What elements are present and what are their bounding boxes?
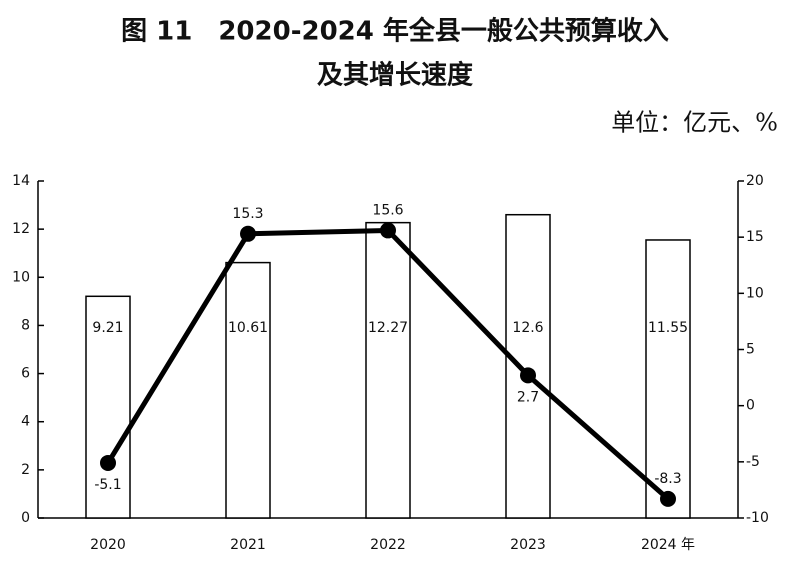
y-tick-label: 2	[21, 462, 30, 478]
y-tick-label: 0	[21, 510, 30, 526]
unit-label: 单位：亿元、%	[611, 109, 778, 137]
line-point	[240, 225, 256, 242]
line-point	[520, 367, 536, 384]
y-tick-label: 12	[12, 221, 30, 237]
y2-tick-label: -5	[746, 454, 760, 470]
line-value-label: 15.6	[372, 202, 403, 218]
bar	[505, 213, 551, 519]
y2-tick-label: 5	[746, 342, 755, 358]
line-point	[100, 454, 116, 471]
bar-value-label: 12.6	[512, 320, 543, 336]
bar-value-label: 12.27	[368, 320, 408, 336]
line-value-label: -5.1	[94, 477, 121, 493]
bar	[645, 239, 691, 519]
bar-value-label: 9.21	[92, 320, 123, 336]
x-tick-label: 2021	[230, 537, 266, 553]
bar-value-label: 11.55	[648, 320, 688, 336]
y2-tick-label: 15	[746, 229, 764, 245]
y2-tick-label: 0	[746, 398, 755, 414]
x-tick-label: 2020	[90, 537, 126, 553]
y2-tick-label: -10	[746, 510, 769, 526]
x-tick-label: 2022	[370, 537, 406, 553]
y-tick-label: 4	[21, 414, 30, 430]
bar	[225, 261, 271, 519]
y2-tick-label: 10	[746, 285, 764, 301]
bar	[365, 221, 411, 519]
y-tick-label: 6	[21, 366, 30, 382]
x-tick-label: 2023	[510, 537, 546, 553]
line-point	[380, 222, 396, 239]
y-tick-label: 10	[12, 269, 30, 285]
y-tick-label: 14	[12, 173, 30, 189]
x-tick-label: 2024 年	[641, 537, 695, 553]
chart-title: 及其增长速度	[317, 60, 473, 91]
y2-tick-label: 20	[746, 173, 764, 189]
bar-value-label: 10.61	[228, 320, 268, 336]
line-point	[660, 490, 676, 507]
line-value-label: 15.3	[232, 206, 263, 222]
y-tick-label: 8	[21, 317, 30, 333]
bar	[85, 295, 131, 519]
chart-title: 图 11 2020-2024 年全县一般公共预算收入	[121, 16, 669, 47]
line-value-label: -8.3	[654, 471, 681, 487]
line-value-label: 2.7	[517, 389, 539, 405]
